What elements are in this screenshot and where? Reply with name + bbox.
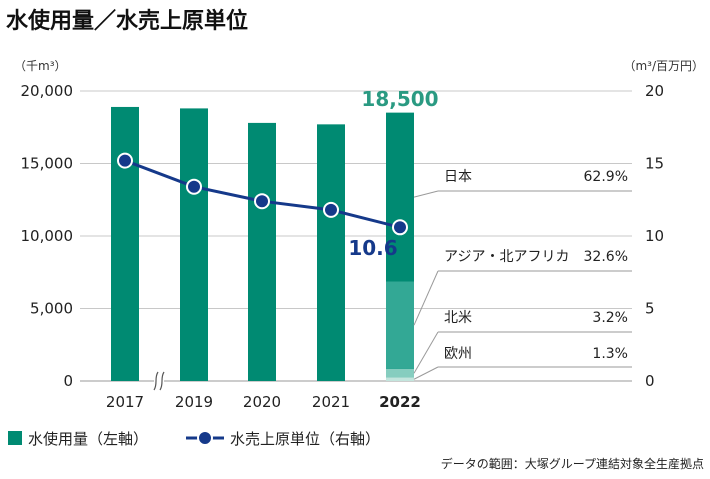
- left-axis-ticks: 0 5,000 10,000 15,000 20,000: [21, 82, 74, 390]
- line-value-label: 10.6: [348, 236, 397, 260]
- left-tick-label: 20,000: [21, 82, 74, 100]
- right-tick-label: 15: [645, 155, 664, 173]
- x-tick-label: 2019: [175, 393, 213, 411]
- right-axis-ticks: 0 5 10 15 20: [645, 82, 664, 390]
- left-tick-label: 10,000: [21, 227, 74, 245]
- right-tick-label: 10: [645, 227, 664, 245]
- x-tick-label: 2022: [379, 393, 421, 411]
- legend-bar-label: 水使用量（左軸）: [28, 430, 148, 448]
- x-tick-label: 2020: [243, 393, 281, 411]
- bar-2021: [317, 124, 345, 381]
- x-axis-ticks: 2017 2019 2020 2021 2022: [106, 393, 421, 411]
- right-tick-label: 20: [645, 82, 664, 100]
- legend-bar-swatch: [8, 431, 22, 445]
- segment-アジア・北アフリカ: [386, 281, 414, 369]
- left-tick-label: 0: [63, 372, 73, 390]
- breakdown-region-label: 北米: [444, 310, 472, 326]
- x-tick-label: 2021: [312, 393, 350, 411]
- legend: 水使用量（左軸） 水売上原単位（右軸）: [8, 430, 380, 448]
- segment-欧州: [386, 377, 414, 381]
- right-tick-label: 5: [645, 300, 655, 318]
- segment-日本: [386, 112, 414, 282]
- left-tick-label: 5,000: [30, 300, 73, 318]
- intensity-point-2022: [392, 219, 408, 236]
- breakdown-leaders: 日本 62.9% アジア・北アフリカ 32.6% 北米 3.2% 欧州 1.3%: [413, 169, 632, 380]
- intensity-point-2021: [323, 201, 339, 218]
- breakdown-share-label: 3.2%: [592, 310, 628, 326]
- breakdown-segments: [386, 112, 414, 381]
- breakdown-share-label: 62.9%: [584, 169, 628, 185]
- bar-2019: [180, 108, 208, 382]
- breakdown-region-label: アジア・北アフリカ: [444, 249, 569, 265]
- segment-北米: [386, 368, 414, 378]
- intensity-point-2019: [186, 178, 202, 195]
- axis-break-gap: [154, 371, 164, 391]
- left-axis-unit: （千m³）: [14, 59, 67, 73]
- bar-2020: [248, 122, 276, 382]
- axis-break-stroke: [159, 371, 165, 391]
- breakdown-leader: [413, 190, 439, 198]
- breakdown-share-label: 32.6%: [584, 249, 628, 265]
- x-tick-label: 2017: [106, 393, 144, 411]
- bar-value-label: 18,500: [361, 87, 438, 111]
- axis-break-stroke: [153, 371, 159, 391]
- intensity-point-2020: [254, 193, 270, 210]
- breakdown-leader: [413, 270, 439, 326]
- breakdown-region-label: 日本: [444, 169, 472, 185]
- legend-line-label: 水売上原単位（右軸）: [230, 430, 380, 448]
- left-tick-label: 15,000: [21, 155, 74, 173]
- bar-2017: [111, 106, 139, 381]
- breakdown-leader: [413, 331, 439, 374]
- value-labels: 18,500 10.6: [348, 87, 438, 260]
- footnote: データの範囲：大塚グループ連結対象全生産拠点: [441, 456, 704, 471]
- right-axis-unit: （m³/百万円）: [623, 59, 704, 73]
- axis-break-mark: [153, 371, 165, 391]
- breakdown-share-label: 1.3%: [592, 346, 628, 362]
- breakdown-leader: [413, 366, 439, 380]
- right-tick-label: 0: [645, 372, 655, 390]
- gridlines: [80, 90, 632, 382]
- intensity-line-series: [117, 152, 408, 236]
- breakdown-region-label: 欧州: [444, 346, 472, 362]
- legend-line-marker: [197, 430, 213, 446]
- intensity-point-2017: [117, 152, 133, 169]
- chart-title: 水使用量／水売上原単位: [6, 8, 248, 34]
